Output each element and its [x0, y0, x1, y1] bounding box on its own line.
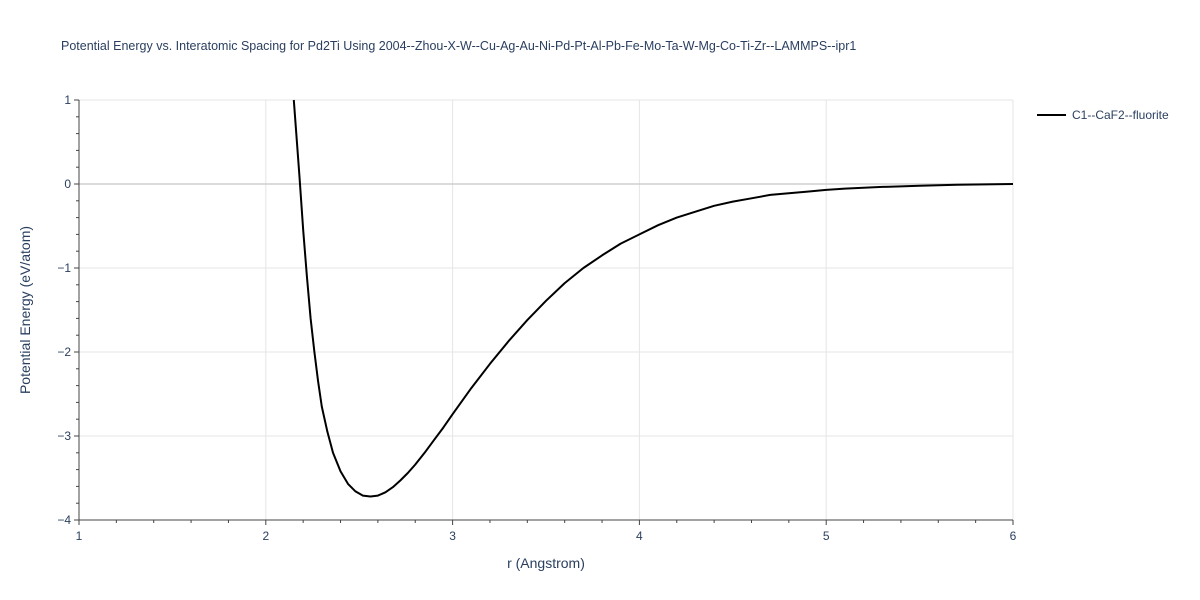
- x-tick-label: 4: [636, 529, 643, 543]
- y-tick-label: 1: [64, 93, 71, 107]
- y-tick-label: 0: [64, 177, 71, 191]
- series-layer: [292, 99, 1014, 498]
- y-tick-label: −1: [57, 261, 71, 275]
- y-tick-label: −3: [57, 429, 71, 443]
- x-tick-label: 3: [449, 529, 456, 543]
- series-line: [292, 99, 1014, 498]
- x-tick-label: 2: [262, 529, 269, 543]
- chart-title: Potential Energy vs. Interatomic Spacing…: [61, 39, 856, 53]
- grid: [79, 99, 1014, 520]
- x-axis-title: r (Angstrom): [507, 555, 585, 571]
- axes: 1 2 3 4 5 6 1 0 −1 −2 −3 −4: [57, 93, 1016, 543]
- y-axis-title: Potential Energy (eV/atom): [17, 226, 33, 394]
- legend-label: C1--CaF2--fluorite: [1072, 108, 1169, 122]
- y-tick-label: −2: [57, 345, 71, 359]
- x-tick-label: 1: [76, 529, 83, 543]
- x-tick-label: 6: [1010, 529, 1017, 543]
- y-tick-label: −4: [57, 513, 71, 527]
- legend[interactable]: C1--CaF2--fluorite: [1037, 108, 1169, 122]
- x-tick-label: 5: [823, 529, 830, 543]
